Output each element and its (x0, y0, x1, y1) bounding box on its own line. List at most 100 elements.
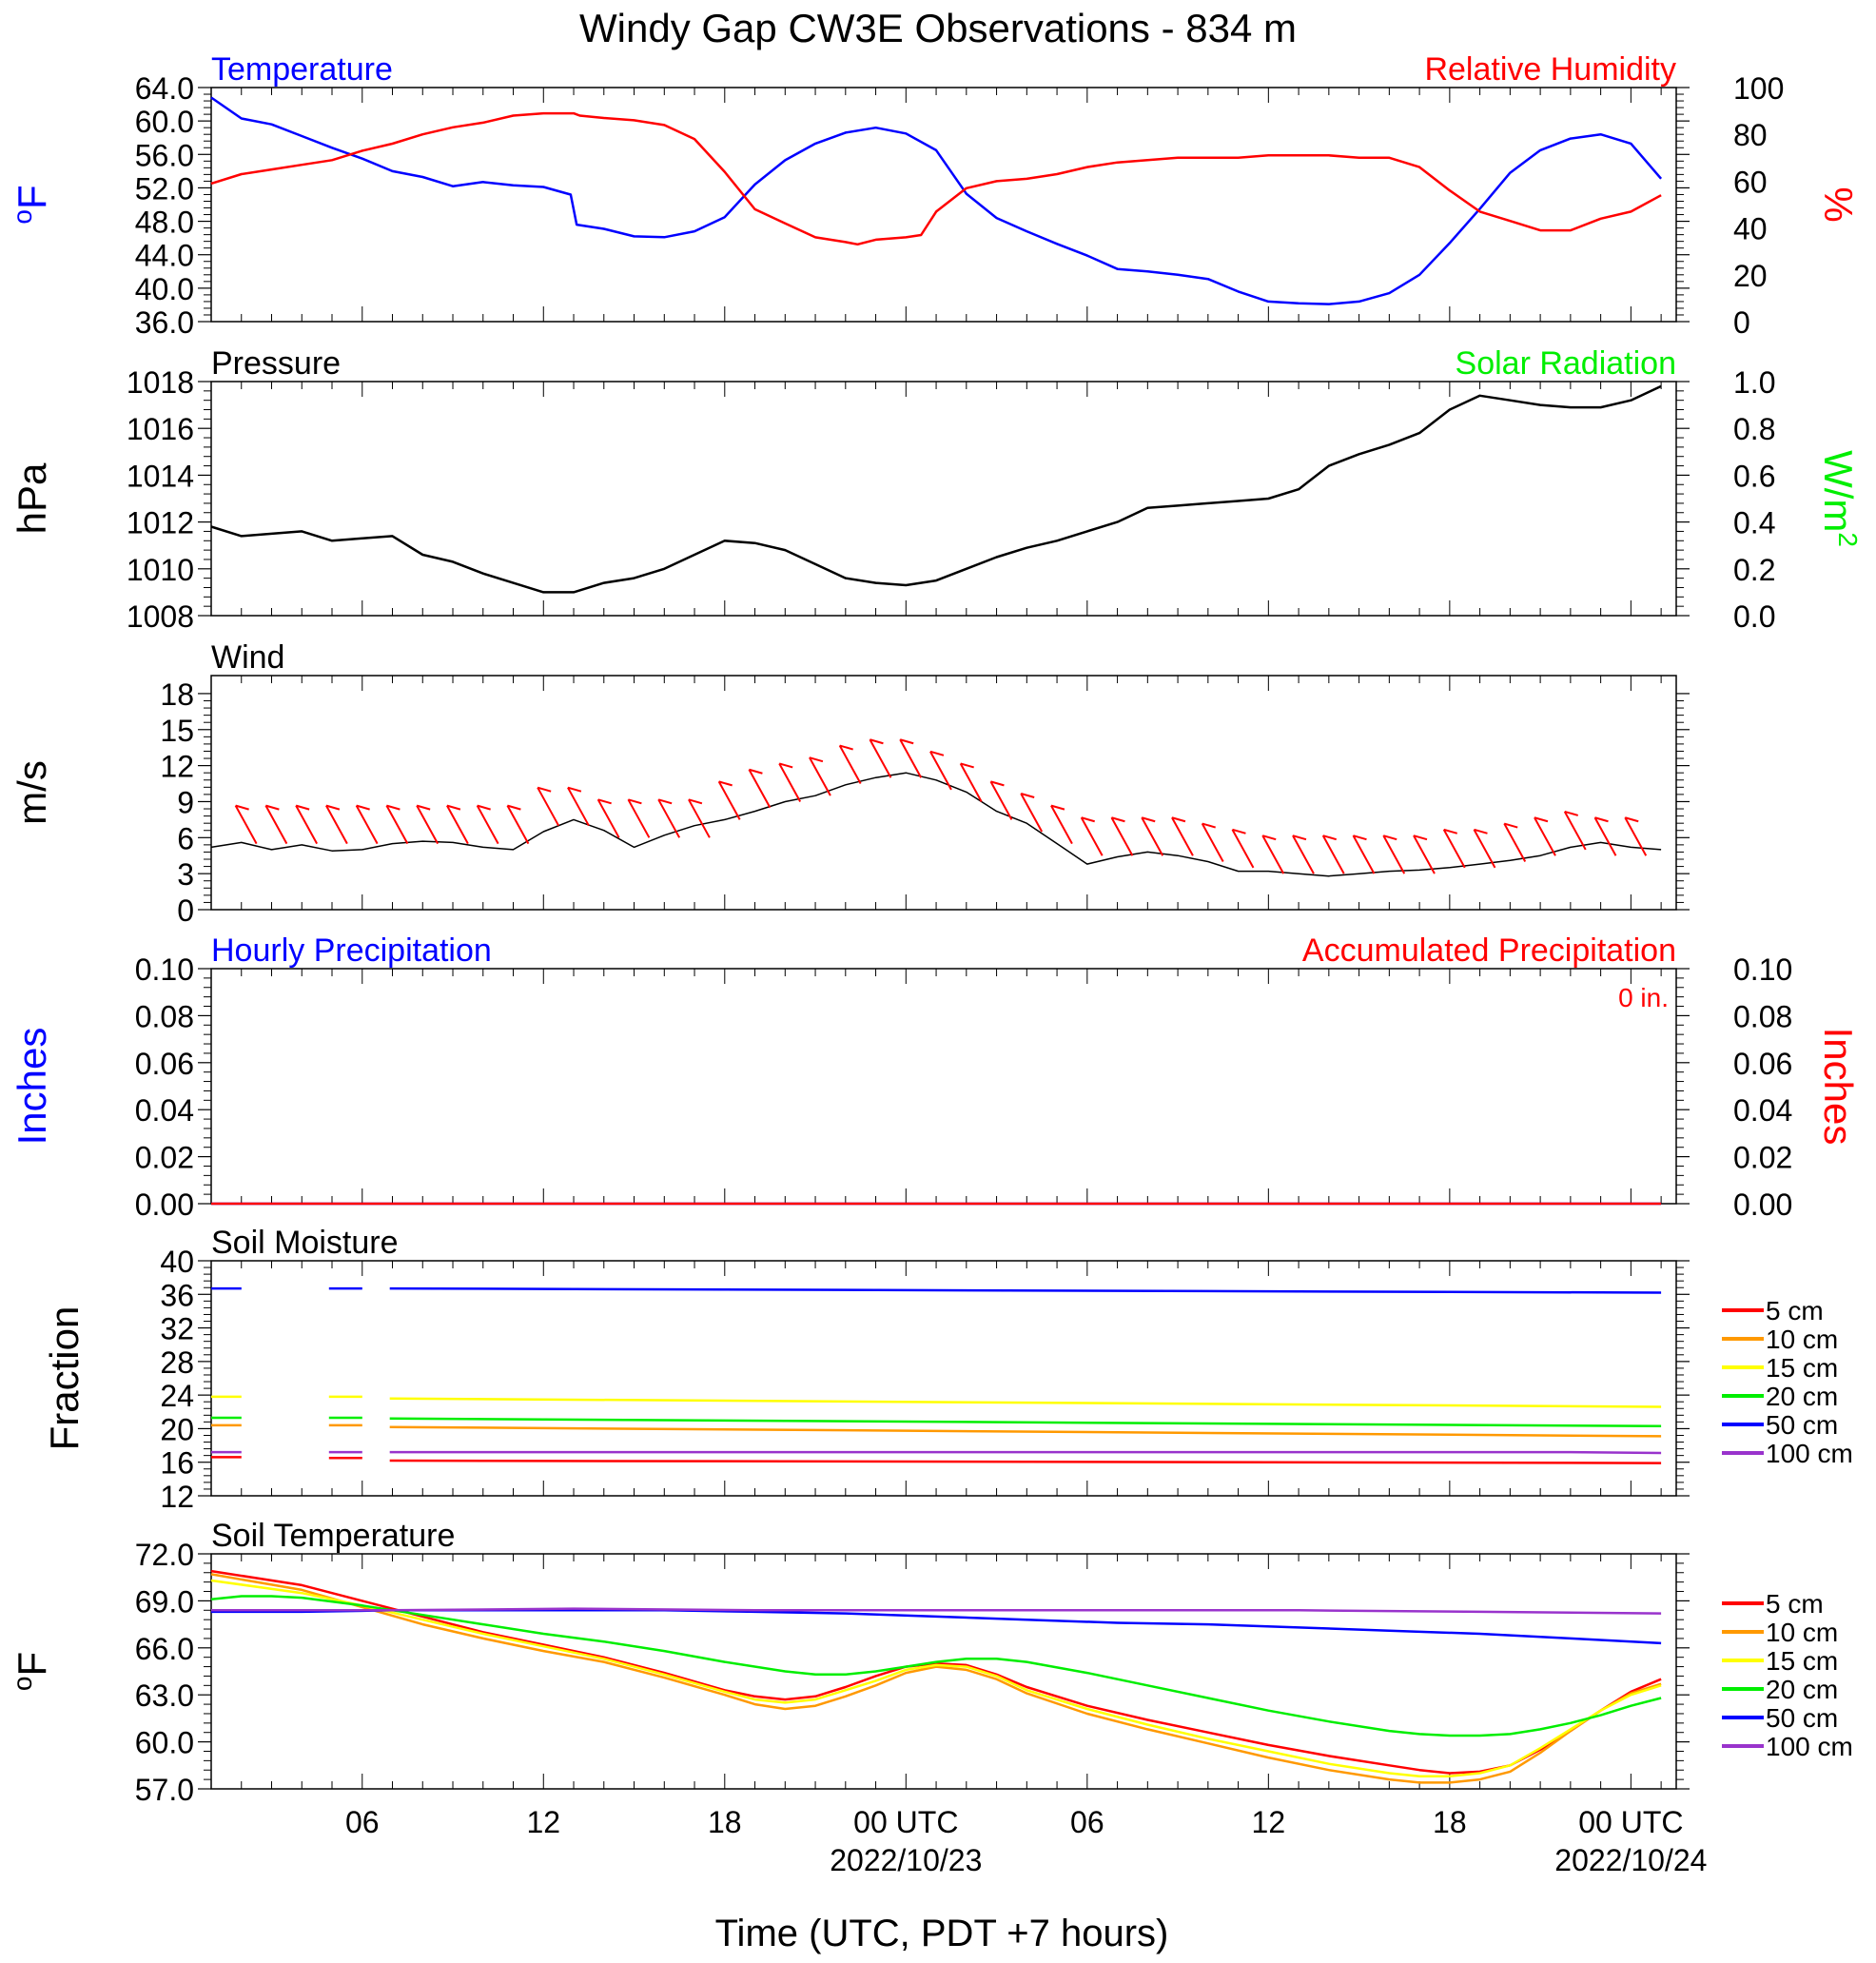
wind-barb (1593, 816, 1617, 856)
x-tick-label: 06 (345, 1805, 380, 1839)
series-line-wind-speed (210, 772, 1662, 877)
wind-barb (657, 798, 681, 838)
legend-label: 15 cm (1766, 1646, 1838, 1676)
y-tick-label-left: 36.0 (135, 305, 194, 340)
y-tick-label-right: 0.6 (1733, 459, 1775, 493)
wind-barb (355, 805, 379, 845)
wind-barb-feather (446, 804, 461, 811)
wind-barb (1231, 829, 1255, 869)
y-tick-label-right: 0.00 (1733, 1188, 1792, 1222)
panel-title-left: Soil Temperature (211, 1518, 455, 1554)
wind-barb-feather (1413, 834, 1428, 841)
y-axis-label-left: oF (8, 185, 55, 224)
y-tick-label-right: 0.10 (1733, 952, 1792, 987)
panel-title-left: Wind (211, 639, 284, 676)
wind-barb-feather (899, 738, 914, 745)
wind-barb-feather (778, 762, 793, 769)
wind-barb (476, 805, 499, 845)
y-tick-label-left: 15 (160, 714, 194, 748)
wind-barb-feather (1322, 834, 1337, 841)
wind-barb-feather (1474, 828, 1488, 834)
wind-barb (869, 738, 892, 778)
panels: 36.040.044.048.052.056.060.064.002040608… (8, 51, 1864, 1807)
x-tick-label: 18 (708, 1805, 742, 1839)
wind-barb-feather (839, 744, 853, 751)
wind-barb-feather (1050, 804, 1065, 811)
panel-title-right: Solar Radiation (1456, 345, 1676, 382)
wind-barb-feather (265, 804, 280, 811)
y-tick-label-left: 66.0 (135, 1632, 194, 1666)
y-tick-label-left: 0.04 (135, 1093, 194, 1128)
y-tick-label-left: 18 (160, 677, 194, 712)
wind-barb (506, 805, 530, 845)
wind-barb (989, 780, 1013, 820)
y-axis-label-left: m/s (10, 760, 54, 825)
wind-barb (1080, 816, 1104, 856)
wind-barb-feather (718, 780, 733, 787)
series-line-5-cm (211, 1456, 1662, 1464)
wind-barb (899, 738, 923, 778)
wind-barb-feather (295, 804, 310, 811)
panel-title-right: Accumulated Precipitation (1302, 932, 1676, 969)
y-tick-label-left: 0 (177, 893, 194, 928)
wind-barb (446, 805, 469, 845)
x-tick-date-label: 2022/10/23 (830, 1843, 982, 1877)
y-tick-label-right: 0.06 (1733, 1047, 1792, 1081)
wind-barb-feather (749, 768, 763, 775)
wind-barb-feather (657, 798, 673, 805)
wind-barb (1534, 816, 1556, 856)
wind-barb (1050, 805, 1073, 845)
wind-barb-feather (416, 804, 431, 811)
wind-barb (959, 762, 983, 802)
y-tick-label-left: 1012 (127, 506, 194, 540)
wind-barb (1382, 834, 1406, 874)
x-tick-label: 12 (526, 1805, 560, 1839)
wind-barb (1261, 834, 1285, 874)
wind-barb-feather (628, 798, 642, 805)
y-tick-label-left: 0.02 (135, 1141, 194, 1175)
wind-barb (1473, 829, 1496, 869)
wind-barb (295, 805, 319, 845)
y-tick-label-left: 12 (160, 750, 194, 784)
wind-barb-feather (1081, 816, 1095, 823)
wind-barb-feather (1382, 834, 1397, 841)
y-tick-label-left: 52.0 (135, 171, 194, 206)
legend-label: 100 cm (1766, 1732, 1853, 1761)
y-tick-label-left: 56.0 (135, 138, 194, 172)
wind-barb-feather (1594, 816, 1609, 823)
y-tick-label-left: 64.0 (135, 71, 194, 106)
series-line-20-cm (210, 1595, 1662, 1737)
y-tick-label-left: 1018 (127, 365, 194, 400)
y-tick-label-right: 0.4 (1733, 506, 1775, 540)
series-line-temperature (210, 96, 1663, 305)
legend-label: 5 cm (1766, 1296, 1824, 1325)
legend-label: 5 cm (1766, 1589, 1824, 1619)
wind-barb (688, 798, 711, 838)
panel-pressure: 1008 1010 1012 1014 1016 1018 0.0 0.2 0.4 0.6 0.8 1… (10, 345, 1864, 634)
wind-barb (264, 805, 288, 845)
y-axis-label-left: Inches (10, 1028, 54, 1146)
y-tick-label-right: 80 (1733, 118, 1768, 152)
panel-title-left: Soil Moisture (211, 1225, 399, 1261)
y-axis-label-right: Inches (1816, 1028, 1861, 1146)
y-tick-label-left: 36 (160, 1278, 194, 1312)
y-axis-label-right: W/m2 (1816, 450, 1864, 547)
wind-barb (1563, 811, 1587, 851)
y-tick-label-left: 72.0 (135, 1538, 194, 1572)
wind-barb (1201, 823, 1224, 863)
y-tick-label-left: 40.0 (135, 272, 194, 306)
y-tick-label-left: 57.0 (135, 1773, 194, 1807)
wind-barb (537, 787, 560, 827)
wind-barb (1624, 816, 1648, 856)
series-line-10-cm (210, 1573, 1662, 1784)
panel-temp_rh: 36.040.044.048.052.056.060.064.0 0 20 40 60 8… (8, 51, 1862, 340)
wind-barb-feather (870, 738, 884, 745)
y-axis-label-right: % (1816, 186, 1861, 222)
y-tick-label-right: 0.02 (1733, 1141, 1792, 1175)
y-tick-label-left: 20 (160, 1412, 194, 1446)
y-tick-label-left: 1014 (127, 459, 194, 493)
y-axis-label-left: Fraction (42, 1306, 87, 1451)
y-tick-label-right: 0 (1733, 305, 1750, 340)
